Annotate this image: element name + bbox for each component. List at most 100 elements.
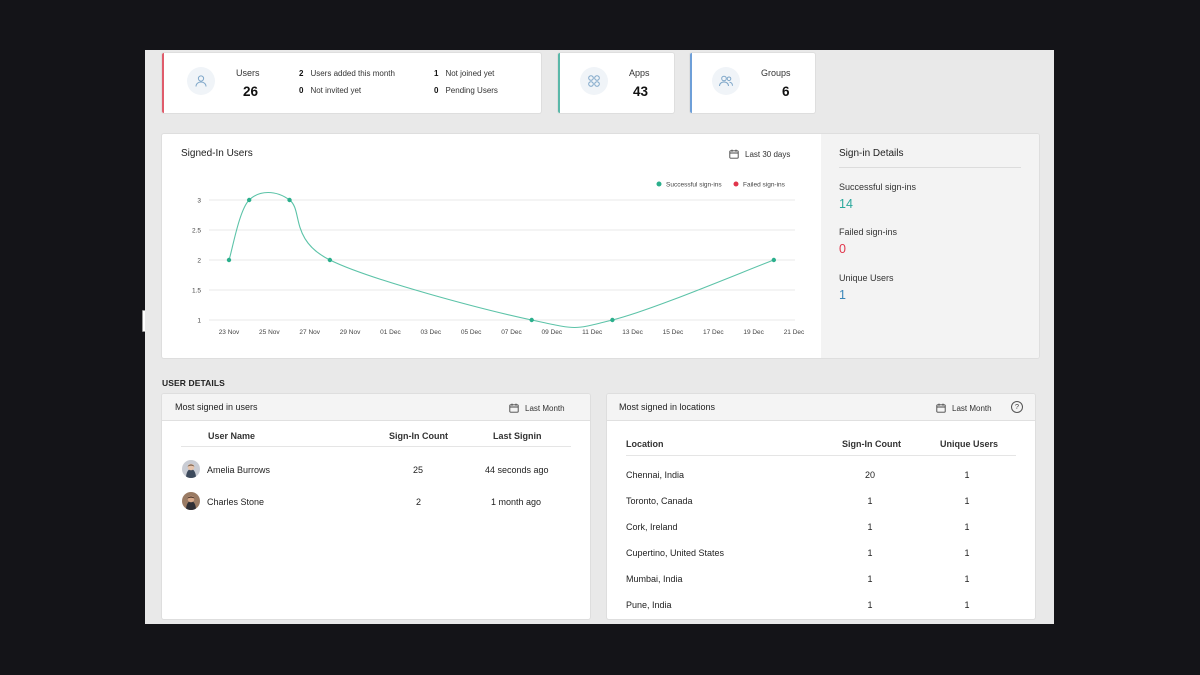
x-tick-label: 09 Dec xyxy=(542,329,563,336)
groups-label: Groups xyxy=(761,68,791,78)
data-point xyxy=(226,257,232,263)
table-divider xyxy=(626,455,1016,456)
most-signed-in-users-panel: Most signed in users Last Month User Nam… xyxy=(162,394,590,619)
x-tick-label: 15 Dec xyxy=(663,329,684,336)
avatar xyxy=(182,492,200,510)
divider xyxy=(839,167,1021,168)
locations-range-selector[interactable]: Last Month xyxy=(936,403,992,413)
signin-count: 1 xyxy=(867,548,873,558)
avatar xyxy=(182,460,200,478)
failed-signins-label: Failed sign-ins xyxy=(839,227,898,237)
signin-details-title: Sign-in Details xyxy=(839,148,904,159)
successful-signins-label: Successful sign-ins xyxy=(839,182,917,192)
unique-users: 1 xyxy=(964,470,970,480)
data-point xyxy=(287,197,292,203)
signin-count: 2 xyxy=(416,497,422,507)
table-divider xyxy=(181,446,571,447)
unique-users: 1 xyxy=(964,600,970,610)
location-name: Cork, Ireland xyxy=(626,522,678,532)
x-tick-label: 07 Dec xyxy=(501,329,522,336)
col-signin-count[interactable]: Sign-In Count xyxy=(389,431,448,441)
data-point xyxy=(246,197,252,203)
unique-users: 1 xyxy=(964,574,970,584)
signin-details-panel: Sign-in Details Successful sign-ins 14 F… xyxy=(821,134,1039,358)
dashboard-viewport: Users 26 2 Users added this month 0 Not in… xyxy=(145,50,1054,624)
col-last-signin[interactable]: Last Signin xyxy=(493,431,542,441)
signin-count: 1 xyxy=(867,574,873,584)
series-line xyxy=(228,191,775,329)
location-name: Chennai, India xyxy=(626,470,685,480)
signin-count: 1 xyxy=(867,522,873,532)
x-tick-label: 03 Dec xyxy=(420,329,441,336)
x-tick-label: 21 Dec xyxy=(784,329,805,336)
data-point xyxy=(610,317,615,323)
x-tick-label: 11 Dec xyxy=(582,329,603,336)
data-point xyxy=(529,317,534,323)
not-invited-stat[interactable]: 0 Not invited yet xyxy=(299,86,362,95)
users-card[interactable]: Users 26 2 Users added this month 0 Not in… xyxy=(162,53,541,113)
y-tick-label: 2.5 xyxy=(192,228,201,235)
x-tick-label: 27 Nov xyxy=(299,329,320,336)
y-tick-label: 1 xyxy=(197,318,201,325)
unique-users: 1 xyxy=(964,548,970,558)
groups-count: 6 xyxy=(782,84,790,99)
user-details-heading: USER DETAILS xyxy=(162,378,225,388)
most-signed-in-users-title: Most signed in users xyxy=(175,402,258,412)
apps-card[interactable]: Apps 43 xyxy=(558,53,674,113)
user-icon xyxy=(187,67,215,95)
signed-in-users-chart: 1 1.5 2 2.5 3 23 Nov 25 Nov 27 Nov 29 Nov 01 Dec 0… xyxy=(192,181,805,336)
most-signed-in-locations-panel: Most signed in locations Last Month ? Lo… xyxy=(607,394,1035,619)
last-signin: 44 seconds ago xyxy=(485,465,549,475)
users-added-stat[interactable]: 2 Users added this month xyxy=(299,69,395,78)
groups-card[interactable]: Groups 6 xyxy=(690,53,815,113)
panel-header xyxy=(162,394,590,421)
x-tick-label: 29 Nov xyxy=(340,329,361,336)
col-unique-users[interactable]: Unique Users xyxy=(940,439,999,449)
y-tick-label: 2 xyxy=(197,258,201,265)
calendar-icon xyxy=(729,149,739,159)
users-count: 26 xyxy=(243,84,259,99)
col-user-name[interactable]: User Name xyxy=(208,431,256,441)
signin-count: 20 xyxy=(864,470,875,480)
x-tick-label: 05 Dec xyxy=(461,329,482,336)
y-tick-label: 1.5 xyxy=(192,288,201,295)
x-tick-label: 25 Nov xyxy=(259,329,280,336)
most-signed-in-locations-title: Most signed in locations xyxy=(619,402,716,412)
not-joined-stat[interactable]: 1 Not joined yet xyxy=(434,69,495,78)
data-point xyxy=(771,257,777,263)
users-range-selector[interactable]: Last Month xyxy=(509,403,565,413)
help-icon[interactable]: ? xyxy=(1011,401,1023,413)
col-signin-count[interactable]: Sign-In Count xyxy=(842,439,901,449)
x-tick-label: 01 Dec xyxy=(380,329,401,336)
x-tick-label: 17 Dec xyxy=(703,329,724,336)
unique-users-label: Unique Users xyxy=(839,273,894,283)
user-name: Amelia Burrows xyxy=(207,465,271,475)
failed-signins-value: 0 xyxy=(839,242,846,256)
signed-in-users-title: Signed-In Users xyxy=(181,148,253,159)
group-icon xyxy=(712,67,740,95)
legend-marker xyxy=(733,181,739,187)
x-tick-label: 13 Dec xyxy=(622,329,643,336)
signin-count: 1 xyxy=(867,496,873,506)
panel-header xyxy=(607,394,1035,421)
location-name: Pune, India xyxy=(626,600,672,610)
legend-label: Successful sign-ins xyxy=(666,182,722,189)
last-signin: 1 month ago xyxy=(491,497,542,507)
apps-count: 43 xyxy=(633,84,649,99)
legend-marker xyxy=(656,181,662,187)
pending-users-stat[interactable]: 0 Pending Users xyxy=(434,86,498,95)
location-name: Toronto, Canada xyxy=(626,496,693,506)
chart-range-selector[interactable]: Last 30 days xyxy=(729,149,790,159)
x-tick-label: 19 Dec xyxy=(743,329,764,336)
y-tick-label: 3 xyxy=(197,198,201,205)
unique-users: 1 xyxy=(964,496,970,506)
successful-signins-value: 14 xyxy=(839,197,853,211)
calendar-icon xyxy=(509,403,519,413)
unique-users-value: 1 xyxy=(839,288,846,302)
apps-grid-icon xyxy=(580,67,608,95)
location-name: Cupertino, United States xyxy=(626,548,725,558)
col-location[interactable]: Location xyxy=(626,439,664,449)
x-tick-label: 23 Nov xyxy=(219,329,240,336)
legend-label: Failed sign-ins xyxy=(743,182,786,189)
apps-label: Apps xyxy=(629,68,650,78)
